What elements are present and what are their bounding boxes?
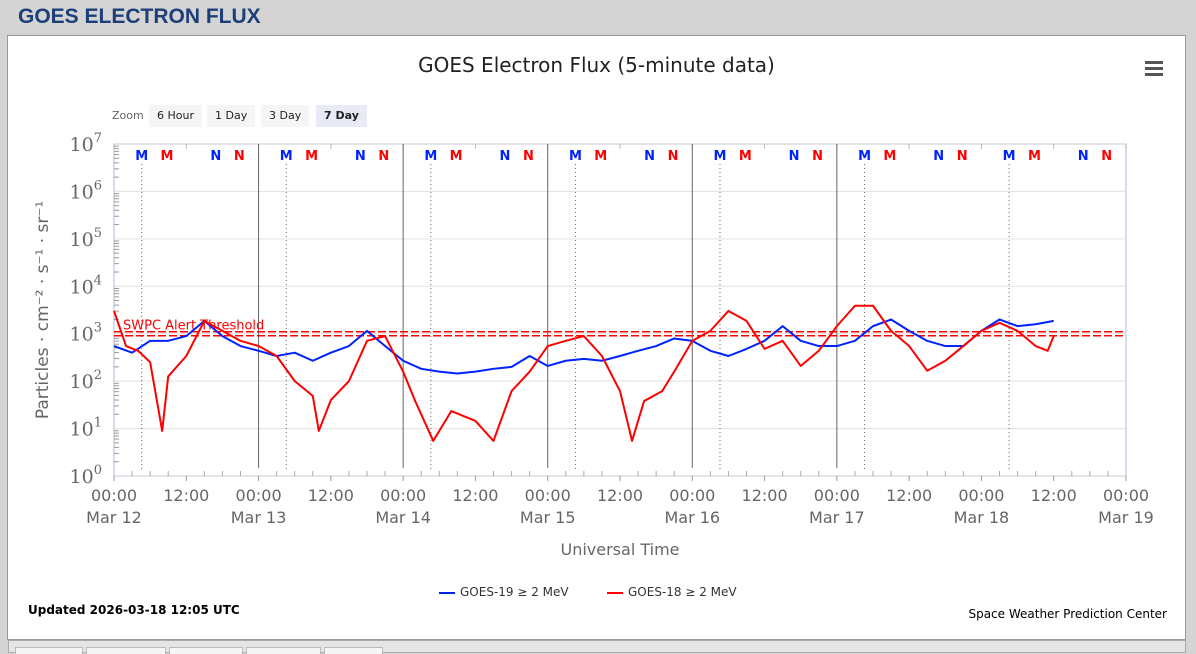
x-tick-label: 12:00 xyxy=(452,486,498,505)
orbit-marker-M: M xyxy=(280,149,293,164)
orbit-marker-N: N xyxy=(1101,149,1112,164)
orbit-marker-N: N xyxy=(378,149,389,164)
orbit-marker-M: M xyxy=(1003,149,1016,164)
x-tick-label: 00:00 xyxy=(958,486,1004,505)
x-axis-title: Universal Time xyxy=(560,540,679,559)
zoom-7-day-button[interactable]: 7 Day xyxy=(316,105,367,127)
orbit-marker-N: N xyxy=(210,149,221,164)
y-tick-label: 105 xyxy=(70,226,102,251)
y-tick-label: 102 xyxy=(70,368,102,393)
orbit-marker-N: N xyxy=(812,149,823,164)
zoom-1-day-button[interactable]: 1 Day xyxy=(207,105,256,127)
orbit-marker-N: N xyxy=(644,149,655,164)
zoom-6-hour-button[interactable]: 6 Hour xyxy=(149,105,202,127)
y-axis-title: Particles · cm⁻² · s⁻¹ · sr⁻¹ xyxy=(33,201,53,419)
orbit-marker-M: M xyxy=(714,149,727,164)
x-tick-label: 00:00 xyxy=(669,486,715,505)
x-tick-label: 00:00 xyxy=(236,486,282,505)
y-tick-label: 101 xyxy=(70,416,102,441)
x-tick-label: 12:00 xyxy=(163,486,209,505)
series-line-goes19 xyxy=(113,318,1054,375)
orbit-marker-M: M xyxy=(883,149,896,164)
x-tick-label: 12:00 xyxy=(886,486,932,505)
orbit-marker-M: M xyxy=(594,149,607,164)
hamburger-icon xyxy=(1145,61,1163,64)
x-tick-label: 00:00 xyxy=(380,486,426,505)
orbit-marker-N: N xyxy=(499,149,510,164)
orbit-marker-N: N xyxy=(234,149,245,164)
legend-swatch xyxy=(439,591,455,594)
x-tick-label: 12:00 xyxy=(597,486,643,505)
orbit-marker-N: N xyxy=(933,149,944,164)
x-tick-label: 12:00 xyxy=(308,486,354,505)
y-tick-label: 104 xyxy=(70,273,102,298)
orbit-marker-M: M xyxy=(569,149,582,164)
x-tick-label: 00:00 xyxy=(525,486,571,505)
orbit-marker-M: M xyxy=(739,149,752,164)
orbit-marker-M: M xyxy=(305,149,318,164)
credit-text: Space Weather Prediction Center xyxy=(968,607,1167,621)
x-tick-date: Mar 12 xyxy=(86,508,142,527)
x-tick-date: Mar 13 xyxy=(231,508,287,527)
x-tick-date: Mar 18 xyxy=(954,508,1010,527)
x-tick-label: 12:00 xyxy=(1031,486,1077,505)
x-tick-date: Mar 14 xyxy=(375,508,431,527)
orbit-marker-N: N xyxy=(523,149,534,164)
orbit-marker-M: M xyxy=(424,149,437,164)
hamburger-icon-bar xyxy=(1145,73,1163,76)
tab-strip xyxy=(8,640,1186,654)
x-tick-label: 00:00 xyxy=(1103,486,1149,505)
chart-title: GOES Electron Flux (5-minute data) xyxy=(418,53,775,77)
x-tick-date: Mar 16 xyxy=(664,508,720,527)
orbit-marker-N: N xyxy=(957,149,968,164)
orbit-marker-M: M xyxy=(135,149,148,164)
chart-plot: 100 101 102 103 104 105 106 107 00:00 Mar 12 12:00… xyxy=(33,131,1154,559)
y-tick-label: 103 xyxy=(70,321,102,346)
zoom-label: Zoom xyxy=(112,109,144,122)
y-tick-label: 106 xyxy=(70,178,102,203)
legend-goes19[interactable]: GOES-19 ≥ 2 MeV xyxy=(439,585,569,599)
chart-card: GOES Electron Flux (5-minute data) Zoom … xyxy=(7,35,1186,640)
zoom-3-day-button[interactable]: 3 Day xyxy=(261,105,310,127)
legend-goes18[interactable]: GOES-18 ≥ 2 MeV xyxy=(607,585,737,599)
orbit-marker-N: N xyxy=(355,149,366,164)
orbit-marker-M: M xyxy=(1028,149,1041,164)
x-tick-label: 00:00 xyxy=(814,486,860,505)
updated-timestamp: Updated 2026-03-18 12:05 UTC xyxy=(28,603,240,617)
x-tick-date: Mar 19 xyxy=(1098,508,1154,527)
y-tick-label: 100 xyxy=(70,463,102,488)
orbit-marker-N: N xyxy=(789,149,800,164)
legend-swatch xyxy=(607,591,623,594)
chart-menu-button[interactable] xyxy=(1145,61,1163,79)
orbit-marker-M: M xyxy=(858,149,871,164)
orbit-marker-M: M xyxy=(161,149,174,164)
orbit-marker-N: N xyxy=(668,149,679,164)
orbit-marker-N: N xyxy=(1078,149,1089,164)
legend-label: GOES-19 ≥ 2 MeV xyxy=(460,585,569,599)
plot-border xyxy=(113,143,1127,477)
x-tick-label: 00:00 xyxy=(91,486,137,505)
x-tick-date: Mar 17 xyxy=(809,508,865,527)
y-tick-label: 107 xyxy=(70,131,102,156)
orbit-marker-M: M xyxy=(450,149,463,164)
page-header: GOES ELECTRON FLUX xyxy=(18,5,261,28)
legend-label: GOES-18 ≥ 2 MeV xyxy=(628,585,737,599)
threshold-label: SWPC Alert Threshold xyxy=(123,319,264,334)
hamburger-icon-bar xyxy=(1145,67,1163,70)
series-line-goes18 xyxy=(113,304,1055,442)
x-tick-date: Mar 15 xyxy=(520,508,576,527)
x-tick-label: 12:00 xyxy=(742,486,788,505)
